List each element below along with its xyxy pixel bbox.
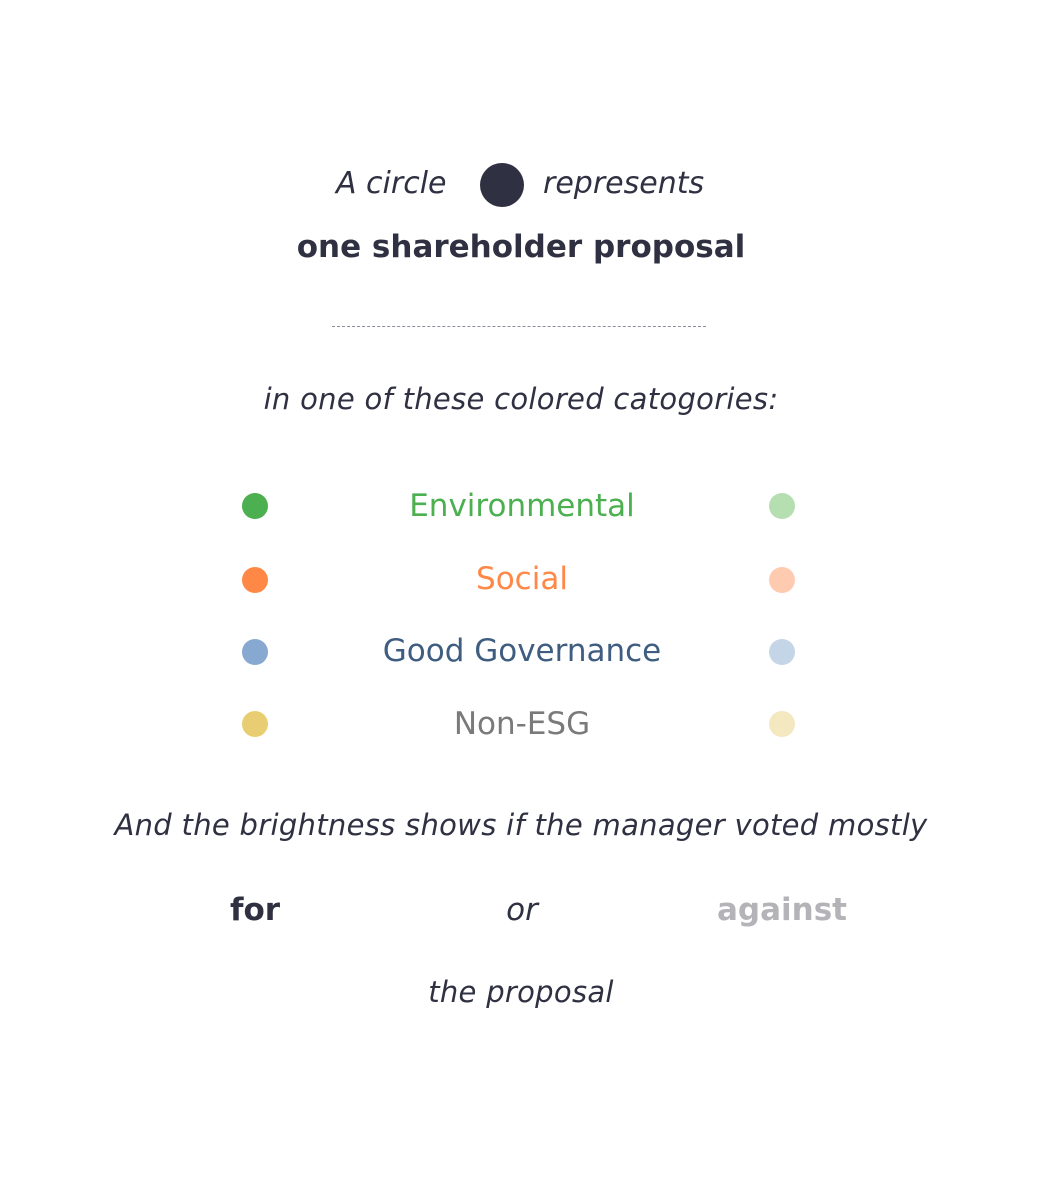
against-dot-icon xyxy=(769,639,795,665)
for-dot-icon xyxy=(242,493,268,519)
category-label: Social xyxy=(476,561,568,597)
against-dot-icon xyxy=(769,493,795,519)
category-label: Good Governance xyxy=(382,633,662,669)
proposal-circle-icon xyxy=(480,163,524,207)
category-label: Non-ESG xyxy=(453,706,591,742)
for-dot-icon xyxy=(242,639,268,665)
intro-suffix: represents xyxy=(543,166,705,201)
for-dot-icon xyxy=(242,711,268,737)
categories-intro: in one of these colored catogories: xyxy=(263,382,779,416)
category-label: Environmental xyxy=(409,488,635,524)
proposal-subject: one shareholder proposal xyxy=(296,229,746,265)
intro-prefix: A circle xyxy=(336,166,447,201)
closing-text: the proposal xyxy=(428,975,614,1009)
divider xyxy=(332,326,706,327)
vote-against-label: against xyxy=(717,892,847,928)
against-dot-icon xyxy=(769,711,795,737)
against-dot-icon xyxy=(769,567,795,593)
vote-or-label: or xyxy=(506,892,538,928)
for-dot-icon xyxy=(242,567,268,593)
brightness-explanation: And the brightness shows if the manager … xyxy=(114,808,928,842)
vote-for-label: for xyxy=(229,892,281,928)
